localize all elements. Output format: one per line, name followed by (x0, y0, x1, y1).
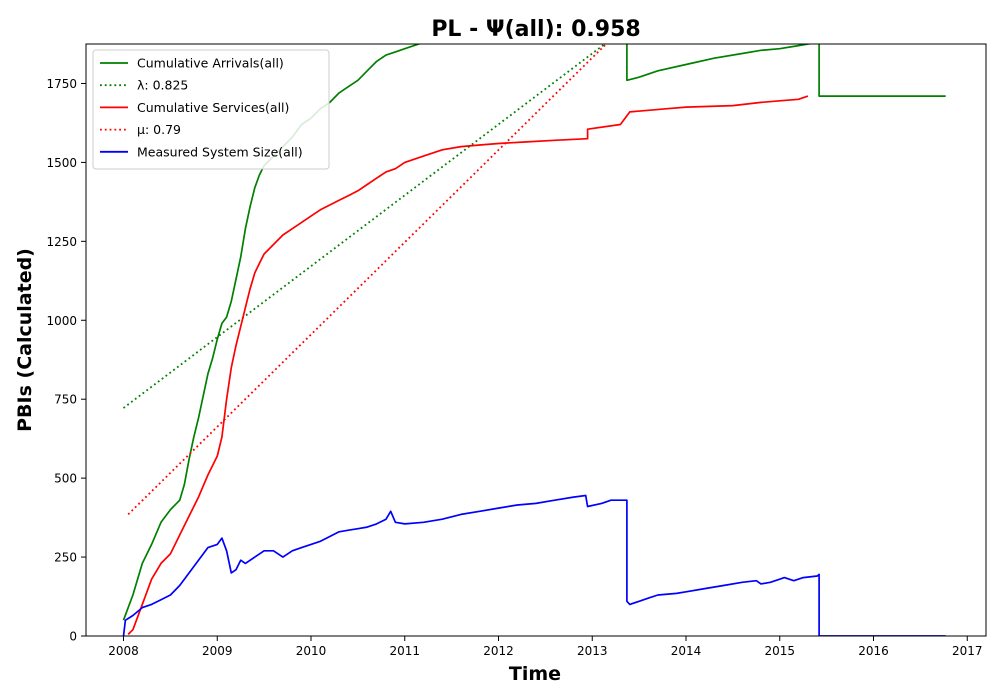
chart-title: PL - Ψ(all): 0.958 (431, 17, 640, 42)
x-tick-label-4: 2012 (483, 644, 514, 658)
x-axis-label: Time (509, 663, 561, 685)
x-tick-label-6: 2014 (671, 644, 702, 658)
legend-label-0: Cumulative Arrivals(all) (137, 56, 284, 71)
legend: Cumulative Arrivals(all) λ: 0.825 Cumulati… (92, 49, 330, 170)
series-line-1 (122, 44, 607, 409)
x-tick-label-2: 2010 (296, 644, 327, 658)
legend-box (92, 49, 330, 170)
y-tick-label-4: 1000 (46, 314, 77, 328)
x-tick-label-5: 2013 (577, 644, 608, 658)
x-tick-label-8: 2016 (858, 644, 889, 658)
x-tick-label-9: 2017 (952, 644, 983, 658)
x-tick-label-1: 2009 (202, 644, 233, 658)
x-tick-label-3: 2011 (389, 644, 420, 658)
series-line-4 (122, 494, 946, 636)
legend-label-4: Measured System Size(all) (137, 144, 303, 159)
plot-frame (85, 43, 987, 637)
y-tick-label-0: 0 (69, 630, 77, 644)
y-tick-label-6: 1500 (46, 156, 77, 170)
x-tick-label-0: 2008 (108, 644, 139, 658)
legend-label-1: λ: 0.825 (137, 78, 188, 93)
legend-label-3: μ: 0.79 (137, 122, 181, 137)
y-tick-label-5: 1250 (46, 235, 77, 249)
y-tick-label-2: 500 (54, 472, 77, 486)
x-axis: 2008 2009 2010 2011 2012 2013 2014 2015 2016 2017 (108, 636, 983, 658)
y-tick-label-3: 750 (54, 393, 77, 407)
y-axis-label: PBIs (Calculated) (14, 248, 36, 432)
series-line-2 (127, 95, 809, 636)
legend-label-2: Cumulative Services(all) (137, 100, 289, 115)
y-tick-label-1: 250 (54, 551, 77, 565)
y-axis: 0 250 500 750 1000 1250 1500 1750 (46, 77, 86, 644)
x-tick-label-7: 2015 (764, 644, 795, 658)
y-tick-label-7: 1750 (46, 77, 77, 91)
